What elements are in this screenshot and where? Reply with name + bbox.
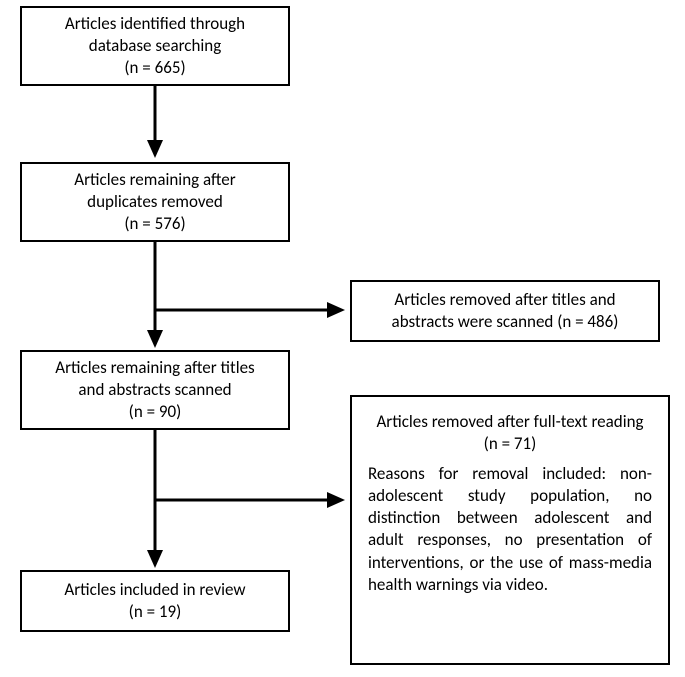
node-included: Articles included in review (n = 19) (20, 570, 290, 632)
arrow-branch-to-removed-titles (155, 300, 350, 320)
node-after-titles: Articles remaining after titles and abst… (20, 350, 290, 430)
arrow-identified-to-duplicates (140, 86, 170, 161)
arrow-duplicates-to-titles (140, 242, 170, 350)
node-identified-line1: Articles identified through (65, 13, 245, 34)
node-identified-line3: (n = 665) (124, 57, 185, 78)
node-after-duplicates-line1: Articles remaining after (74, 169, 235, 190)
node-removed-fulltext: Articles removed after full-text reading… (350, 395, 670, 665)
node-identified-line2: database searching (89, 35, 221, 56)
node-removed-fulltext-header: Articles removed after full-text reading… (376, 411, 643, 454)
node-after-titles-line3: (n = 90) (129, 401, 182, 422)
node-identified: Articles identified through database sea… (20, 6, 290, 86)
node-removed-titles-line1: Articles removed after titles and (394, 289, 615, 310)
node-removed-fulltext-body: Reasons for removal included: non-adoles… (368, 463, 652, 594)
node-removed-titles: Articles removed after titles and abstra… (350, 280, 660, 342)
arrow-branch-to-removed-fulltext (155, 490, 350, 510)
node-after-titles-line2: and abstracts scanned (78, 379, 231, 400)
node-after-titles-line1: Articles remaining after titles (55, 357, 254, 378)
node-after-duplicates: Articles remaining after duplicates remo… (20, 162, 290, 242)
node-after-duplicates-line2: duplicates removed (87, 191, 223, 212)
node-included-line1: Articles included in review (64, 579, 245, 600)
node-after-duplicates-line3: (n = 576) (124, 213, 185, 234)
node-included-line2: (n = 19) (129, 601, 182, 622)
node-removed-titles-line2: abstracts were scanned (n = 486) (392, 311, 619, 332)
